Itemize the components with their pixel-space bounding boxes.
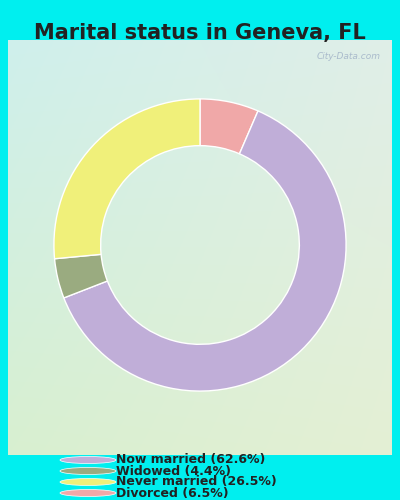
Wedge shape [54, 254, 108, 298]
Wedge shape [64, 111, 346, 391]
Text: Widowed (4.4%): Widowed (4.4%) [116, 464, 231, 477]
Text: Marital status in Geneva, FL: Marital status in Geneva, FL [34, 22, 366, 42]
Wedge shape [54, 99, 200, 258]
Text: Now married (62.6%): Now married (62.6%) [116, 454, 265, 466]
Text: City-Data.com: City-Data.com [316, 52, 380, 62]
Text: Never married (26.5%): Never married (26.5%) [116, 476, 277, 488]
Circle shape [60, 456, 116, 464]
Circle shape [60, 478, 116, 486]
Text: Divorced (6.5%): Divorced (6.5%) [116, 486, 229, 500]
Circle shape [60, 490, 116, 496]
Circle shape [60, 468, 116, 474]
Wedge shape [200, 99, 258, 154]
